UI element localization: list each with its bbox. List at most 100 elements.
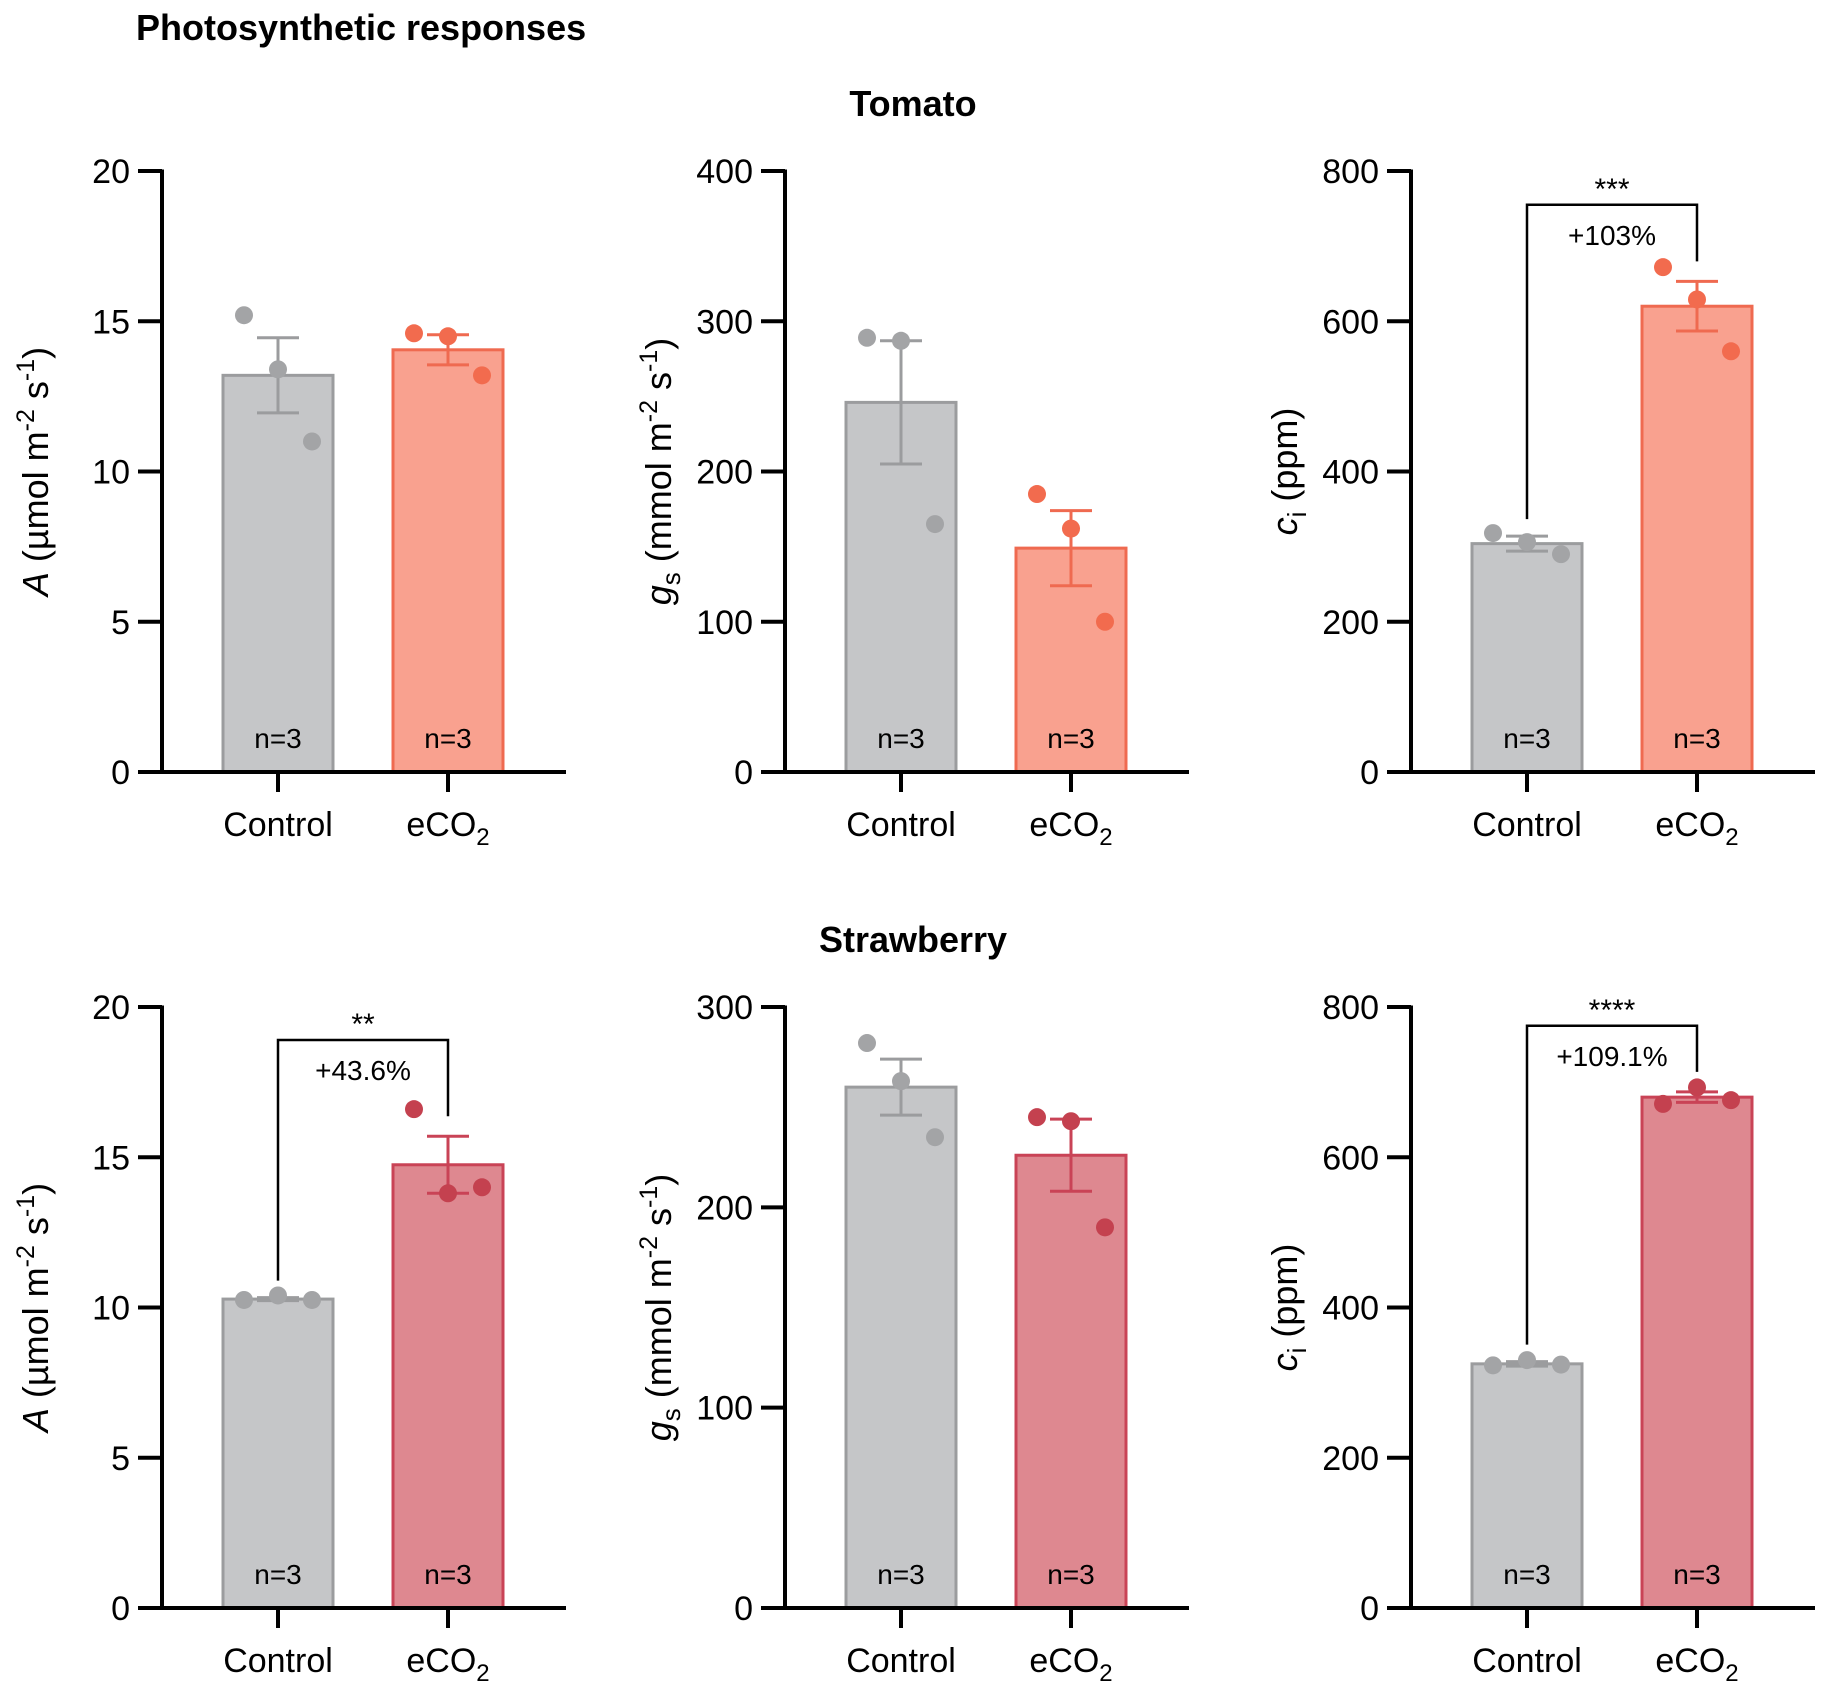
y-axis-label-text: (ppm) [1264,408,1305,512]
y-tick-label: 5 [111,604,130,642]
data-point-control [235,1291,253,1309]
y-tick-label: 200 [1322,604,1379,642]
data-point-eco2 [1028,485,1046,503]
n-label: n=3 [1673,723,1721,754]
y-tick-label: 600 [1322,1139,1379,1177]
data-point-control [1484,524,1502,542]
row-title-tomato: Tomato [849,83,976,124]
data-point-eco2 [439,1184,457,1202]
data-point-eco2 [405,1100,423,1118]
y-axis-label-superscript: -1 [12,1195,40,1217]
n-label: n=3 [424,723,472,754]
figure: Photosynthetic responses Tomato Strawber… [0,0,1826,1695]
x-tick-label-sub: 2 [1725,824,1738,851]
data-point-control [858,329,876,347]
n-label: n=3 [254,1559,302,1590]
y-tick-label: 0 [734,1590,753,1628]
y-axis-label-text: (ppm) [1264,1244,1305,1348]
y-axis-label-superscript: -2 [635,400,663,422]
x-tick-label: eCO2 [1655,806,1738,851]
y-tick-label: 0 [1360,754,1379,792]
x-tick-label-sub: 2 [1725,1660,1738,1687]
y-tick-label: 15 [92,303,130,341]
data-point-control [1552,1356,1570,1374]
y-axis-label-superscript: -2 [12,409,40,431]
panel-tomato-ci: n=3 n=30200400600800Control eCO2ci (ppm)**… [1264,153,1815,851]
data-point-control [1484,1356,1502,1374]
x-tick-label-sub: 2 [1099,1660,1112,1687]
x-tick-label: Control [846,1642,956,1680]
y-tick-label: 10 [92,454,130,492]
y-axis-label-symbol: g [638,1421,679,1441]
y-tick-label: 300 [696,989,753,1027]
data-point-control [892,1072,910,1090]
x-tick-label: Control [1472,1642,1582,1680]
percent-change: +43.6% [315,1055,411,1086]
y-tick-label: 20 [92,989,130,1027]
x-tick-label: Control [846,806,956,844]
y-axis-label-text: s [638,1208,679,1236]
data-point-eco2 [473,1178,491,1196]
data-point-eco2 [1722,342,1740,360]
y-axis-label: ci (ppm) [1264,1244,1312,1372]
y-tick-label: 0 [734,754,753,792]
y-axis-label-text: ) [15,1183,56,1195]
y-tick-label: 200 [696,454,753,492]
x-tick-label: eCO2 [406,1642,489,1687]
y-axis-label-superscript: -2 [12,1245,40,1267]
data-point-control [303,1291,321,1309]
n-label: n=3 [1673,1559,1721,1590]
bar-control [846,1087,956,1608]
x-tick-label-main: eCO [1655,806,1725,844]
y-axis-label-text: ) [638,338,679,350]
y-axis-label-text: (µmol m [15,1267,56,1408]
y-tick-label: 15 [92,1139,130,1177]
y-tick-label: 200 [1322,1440,1379,1478]
y-axis-label: ci (ppm) [1264,408,1312,536]
y-axis-label-text: s [15,381,56,409]
x-tick-label-main: Control [846,1642,956,1680]
n-label: n=3 [254,723,302,754]
n-label: n=3 [877,723,925,754]
data-point-eco2 [1062,520,1080,538]
x-tick-label-main: Control [223,1642,333,1680]
data-point-eco2 [1722,1091,1740,1109]
y-tick-label: 0 [111,1590,130,1628]
n-label: n=3 [1503,1559,1551,1590]
y-axis-label-superscript: -1 [635,1186,663,1208]
x-tick-label-sub: 2 [476,824,489,851]
y-axis-label-subscript: s [656,1408,686,1421]
data-point-control [1518,1351,1536,1369]
panel-strawberry-gs: n=3 n=30100200300Control eCO2gs (mmol m-2 … [635,989,1189,1687]
bar-eco2 [1642,1097,1752,1608]
x-tick-label-main: eCO [1029,806,1099,844]
panel-strawberry-A: n=3 n=3 0 5 10 15 20 Control eCO2 A (µmol m-2 s-1… [12,989,566,1687]
y-tick-label: 0 [1360,1590,1379,1628]
data-point-control [235,306,253,324]
data-point-control [858,1034,876,1052]
y-axis-label-superscript: -1 [635,350,663,372]
y-axis-label-text: (mmol m [638,422,679,572]
y-axis-label: gs (mmol m-2 s-1) [635,1174,686,1442]
y-tick-label: 400 [1322,1290,1379,1328]
y-tick-label: 0 [111,754,130,792]
x-tick-label-main: Control [846,806,956,844]
x-tick-label-main: Control [1472,1642,1582,1680]
y-tick-label: 100 [696,604,753,642]
x-tick-label-main: Control [223,806,333,844]
data-point-control [1518,533,1536,551]
y-tick-label: 100 [696,1390,753,1428]
x-tick-label-sub: 2 [476,1660,489,1687]
data-point-eco2 [1096,613,1114,631]
x-tick-label: eCO2 [1029,1642,1112,1687]
data-point-eco2 [1688,290,1706,308]
x-tick-label-main: Control [1472,806,1582,844]
y-axis-label-text: (mmol m [638,1258,679,1408]
data-point-control [269,360,287,378]
figure-title: Photosynthetic responses [136,7,586,48]
percent-change: +109.1% [1556,1041,1667,1072]
data-point-eco2 [1028,1108,1046,1126]
x-tick-label-sub: 2 [1099,824,1112,851]
y-axis-label-superscript: -1 [12,359,40,381]
